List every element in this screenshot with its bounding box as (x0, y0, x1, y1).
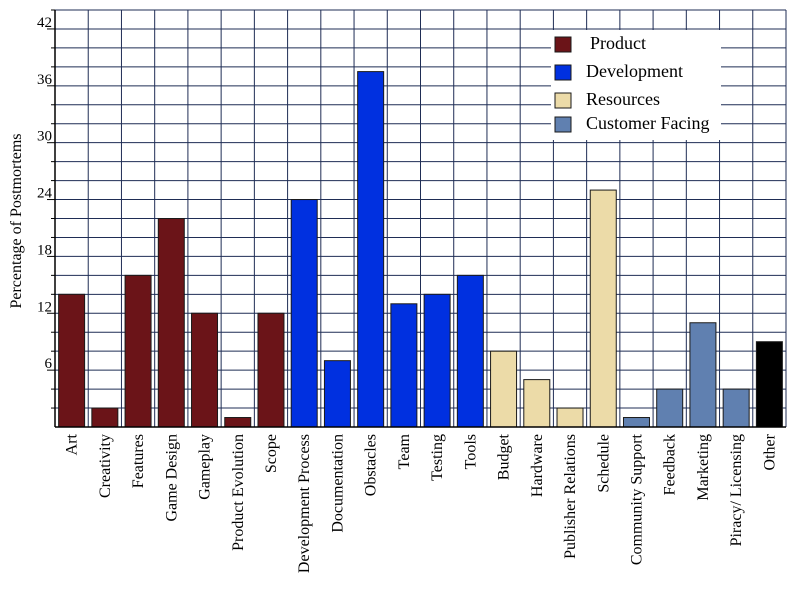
bar-publisher-relations (556, 407, 584, 428)
bar-tools (456, 274, 484, 428)
x-tick-label: Team (396, 433, 413, 469)
y-tick-label: 24 (37, 186, 53, 202)
x-tick-label: Gameplay (197, 434, 214, 500)
x-tick-label: Publisher Relations (562, 434, 579, 559)
y-tick-label: 30 (37, 129, 52, 145)
bar-gameplay (191, 312, 219, 428)
y-tick-label: 42 (37, 15, 52, 31)
bar-hardware (523, 379, 551, 428)
y-tick-label: 12 (37, 299, 52, 315)
bar-scope (257, 312, 285, 428)
bar-feedback (656, 388, 684, 428)
legend-swatch (554, 116, 572, 133)
legend-entry: Product (590, 33, 646, 53)
legend-entry: Customer Facing (586, 113, 710, 133)
x-tick-label: Documentation (329, 434, 346, 533)
bar-creativity (91, 407, 119, 428)
x-tick-label: Marketing (695, 434, 712, 501)
bar-obstacles (357, 71, 385, 428)
bar-development-process (290, 199, 318, 428)
bar-testing (423, 293, 451, 428)
x-tick-label: Obstacles (363, 434, 380, 496)
bar-art (58, 293, 86, 428)
y-axis-label: Percentage of Postmortems (8, 133, 25, 308)
x-tick-label: Art (64, 433, 81, 455)
x-tick-label: Scope (263, 434, 280, 473)
bar-piracy-licensing (722, 388, 750, 428)
x-tick-label: Schedule (595, 434, 612, 493)
legend-box (551, 30, 721, 140)
bar-team (390, 303, 418, 428)
legend-swatch (554, 64, 572, 81)
bar-budget (490, 350, 518, 428)
x-tick-label: Testing (429, 434, 446, 481)
bar-other (755, 341, 783, 428)
legend-entry: Resources (586, 89, 660, 109)
bar-community-support (622, 417, 650, 428)
x-tick-label: Community Support (628, 433, 645, 565)
y-tick-label: 36 (37, 72, 53, 88)
x-tick-label: Development Process (296, 434, 313, 573)
bar-game-design (157, 218, 185, 428)
legend-entry: Development (586, 61, 683, 81)
x-tick-label: Tools (462, 434, 479, 469)
bar-product-evolution (224, 417, 252, 428)
legend-swatch (554, 92, 572, 109)
x-tick-label: Other (761, 433, 778, 470)
bar-features (124, 274, 152, 428)
legend: Product Development Resources Customer Faci… (551, 30, 721, 140)
y-tick-label: 18 (37, 242, 52, 258)
x-tick-label: Creativity (97, 434, 114, 498)
x-tick-label: Hardware (529, 434, 546, 497)
x-tick-label: Features (130, 434, 147, 488)
x-tick-label: Game Design (163, 434, 180, 522)
x-tick-label: Product Evolution (230, 434, 247, 551)
x-tick-label: Budget (496, 433, 513, 480)
y-tick-label: 6 (45, 356, 53, 372)
bar-documentation (323, 360, 351, 428)
bar-marketing (689, 322, 717, 428)
legend-swatch (554, 36, 572, 53)
bar-schedule (589, 189, 617, 428)
x-tick-label: Feedback (662, 434, 679, 495)
y-ticks: 6 12 18 24 30 36 42 (37, 9, 55, 409)
x-tick-label: Piracy/ Licensing (728, 434, 745, 546)
x-tick-labels: Art Creativity Features Game Design Gameplay… (64, 433, 779, 573)
